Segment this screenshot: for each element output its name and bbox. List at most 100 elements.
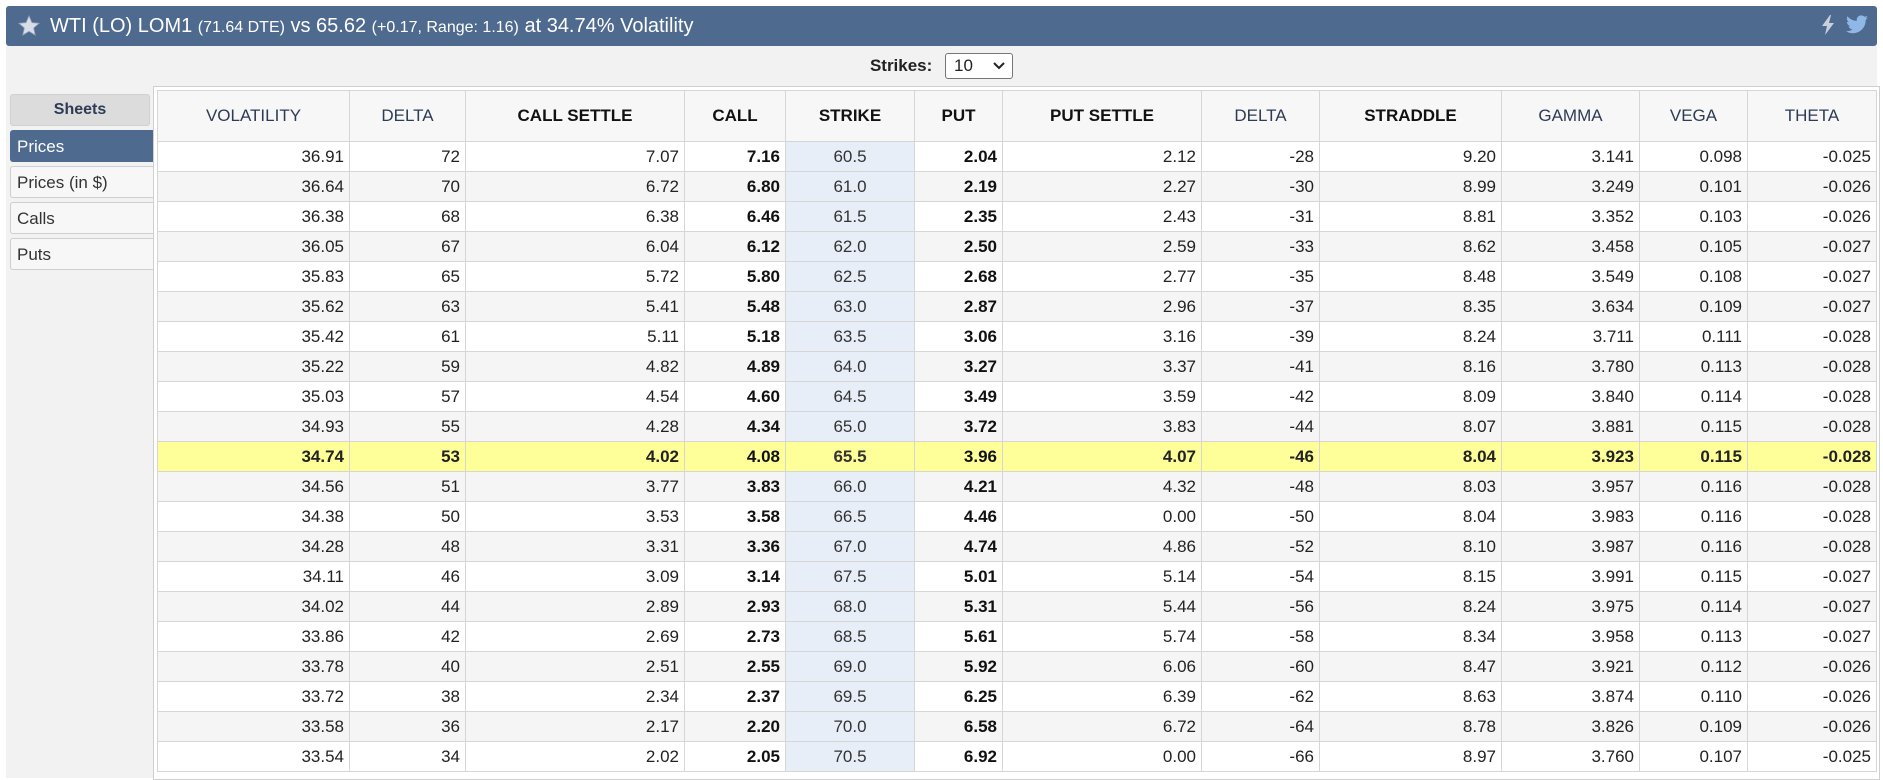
col-header-call-settle[interactable]: CALL SETTLE — [465, 90, 685, 142]
cell-volatility: 34.93 — [157, 411, 350, 442]
cell-call-delta: 46 — [349, 561, 466, 592]
cell-theta: -0.028 — [1747, 471, 1877, 502]
cell-volatility: 36.64 — [157, 171, 350, 202]
cell-call: 2.93 — [684, 591, 786, 622]
col-header-call[interactable]: CALL — [684, 90, 786, 142]
cell-put-delta: -37 — [1201, 291, 1320, 322]
cell-straddle: 8.81 — [1319, 201, 1502, 232]
cell-call-settle: 5.41 — [465, 291, 685, 322]
col-header-vega[interactable]: VEGA — [1639, 90, 1748, 142]
cell-theta: -0.028 — [1747, 441, 1877, 472]
sidebar-item-calls[interactable]: Calls — [10, 202, 153, 234]
strikes-control: Strikes: 10 — [0, 53, 1883, 79]
cell-volatility: 35.03 — [157, 381, 350, 412]
table-row: 35.22 59 4.82 4.89 64.0 3.27 3.37 -41 8.16 3.780 0… — [157, 351, 1877, 382]
cell-call-delta: 72 — [349, 141, 466, 172]
cell-put-delta: -62 — [1201, 681, 1320, 712]
col-header-theta[interactable]: THETA — [1747, 90, 1877, 142]
cell-call: 4.60 — [684, 381, 786, 412]
star-icon[interactable] — [16, 13, 42, 39]
cell-straddle: 8.04 — [1319, 501, 1502, 532]
title-vol: at 34.74% Volatility — [524, 14, 694, 37]
cell-strike: 65.5 — [785, 441, 915, 472]
cell-put: 6.92 — [914, 741, 1003, 772]
cell-strike: 68.5 — [785, 621, 915, 652]
cell-call-settle: 5.72 — [465, 261, 685, 292]
cell-volatility: 34.28 — [157, 531, 350, 562]
cell-theta: -0.026 — [1747, 171, 1877, 202]
col-header-put-delta[interactable]: DELTA — [1201, 90, 1320, 142]
cell-put-delta: -31 — [1201, 201, 1320, 232]
flash-icon[interactable] — [1819, 14, 1837, 36]
cell-put-settle: 2.43 — [1002, 201, 1202, 232]
table-row: 35.83 65 5.72 5.80 62.5 2.68 2.77 -35 8.48 3.549 0… — [157, 261, 1877, 292]
col-header-volatility[interactable]: VOLATILITY — [157, 90, 350, 142]
cell-straddle: 8.07 — [1319, 411, 1502, 442]
col-header-straddle[interactable]: STRADDLE — [1319, 90, 1502, 142]
cell-put: 4.74 — [914, 531, 1003, 562]
cell-vega: 0.101 — [1639, 171, 1748, 202]
cell-strike: 64.5 — [785, 381, 915, 412]
table-row: 33.58 36 2.17 2.20 70.0 6.58 6.72 -64 8.78 3.826 0… — [157, 711, 1877, 742]
cell-vega: 0.116 — [1639, 531, 1748, 562]
cell-put-settle: 3.83 — [1002, 411, 1202, 442]
cell-theta: -0.026 — [1747, 711, 1877, 742]
cell-call: 4.89 — [684, 351, 786, 382]
cell-gamma: 3.987 — [1501, 531, 1640, 562]
cell-vega: 0.113 — [1639, 351, 1748, 382]
cell-gamma: 3.780 — [1501, 351, 1640, 382]
table-row: 36.38 68 6.38 6.46 61.5 2.35 2.43 -31 8.81 3.352 0… — [157, 201, 1877, 232]
sidebar-item-prices-in-dollars[interactable]: Prices (in $) — [10, 166, 153, 198]
cell-vega: 0.111 — [1639, 321, 1748, 352]
table-row: 33.86 42 2.69 2.73 68.5 5.61 5.74 -58 8.34 3.958 0… — [157, 621, 1877, 652]
sidebar-item-puts[interactable]: Puts — [10, 238, 153, 270]
cell-strike: 62.0 — [785, 231, 915, 262]
cell-straddle: 9.20 — [1319, 141, 1502, 172]
cell-gamma: 3.921 — [1501, 651, 1640, 682]
cell-strike: 67.5 — [785, 561, 915, 592]
cell-gamma: 3.983 — [1501, 501, 1640, 532]
options-table: VOLATILITY DELTA CALL SETTLE CALL STRIKE… — [157, 90, 1877, 772]
cell-put: 2.87 — [914, 291, 1003, 322]
cell-volatility: 34.74 — [157, 441, 350, 472]
cell-volatility: 36.91 — [157, 141, 350, 172]
cell-call-delta: 40 — [349, 651, 466, 682]
col-header-gamma[interactable]: GAMMA — [1501, 90, 1640, 142]
cell-theta: -0.028 — [1747, 381, 1877, 412]
cell-straddle: 8.16 — [1319, 351, 1502, 382]
cell-put-delta: -58 — [1201, 621, 1320, 652]
title-dte: (71.64 DTE) — [197, 18, 285, 36]
table-row-atm: 34.74 53 4.02 4.08 65.5 3.96 4.07 -46 8.04 3.923 0… — [157, 441, 1877, 472]
cell-gamma: 3.826 — [1501, 711, 1640, 742]
cell-call-delta: 59 — [349, 351, 466, 382]
cell-put: 3.06 — [914, 321, 1003, 352]
col-header-strike[interactable]: STRIKE — [785, 90, 915, 142]
twitter-icon[interactable] — [1845, 14, 1869, 36]
col-header-put-settle[interactable]: PUT SETTLE — [1002, 90, 1202, 142]
cell-straddle: 8.62 — [1319, 231, 1502, 262]
cell-volatility: 35.83 — [157, 261, 350, 292]
col-header-call-delta[interactable]: DELTA — [349, 90, 466, 142]
table-row: 34.56 51 3.77 3.83 66.0 4.21 4.32 -48 8.03 3.957 0… — [157, 471, 1877, 502]
cell-call-settle: 4.28 — [465, 411, 685, 442]
cell-call-delta: 53 — [349, 441, 466, 472]
cell-theta: -0.027 — [1747, 231, 1877, 262]
cell-put: 3.27 — [914, 351, 1003, 382]
col-header-put[interactable]: PUT — [914, 90, 1003, 142]
cell-put-settle: 2.59 — [1002, 231, 1202, 262]
strikes-select[interactable]: 10 — [945, 53, 1014, 79]
cell-call-delta: 36 — [349, 711, 466, 742]
cell-put: 2.35 — [914, 201, 1003, 232]
cell-gamma: 3.352 — [1501, 201, 1640, 232]
cell-call-delta: 55 — [349, 411, 466, 442]
cell-straddle: 8.03 — [1319, 471, 1502, 502]
cell-volatility: 35.42 — [157, 321, 350, 352]
cell-call: 2.73 — [684, 621, 786, 652]
cell-put-settle: 2.77 — [1002, 261, 1202, 292]
title-change: (+0.17, Range: 1.16) — [371, 18, 519, 36]
cell-strike: 66.5 — [785, 501, 915, 532]
cell-put: 6.25 — [914, 681, 1003, 712]
table-row: 33.72 38 2.34 2.37 69.5 6.25 6.39 -62 8.63 3.874 0… — [157, 681, 1877, 712]
sidebar-item-prices[interactable]: Prices — [10, 130, 153, 162]
cell-put: 4.46 — [914, 501, 1003, 532]
